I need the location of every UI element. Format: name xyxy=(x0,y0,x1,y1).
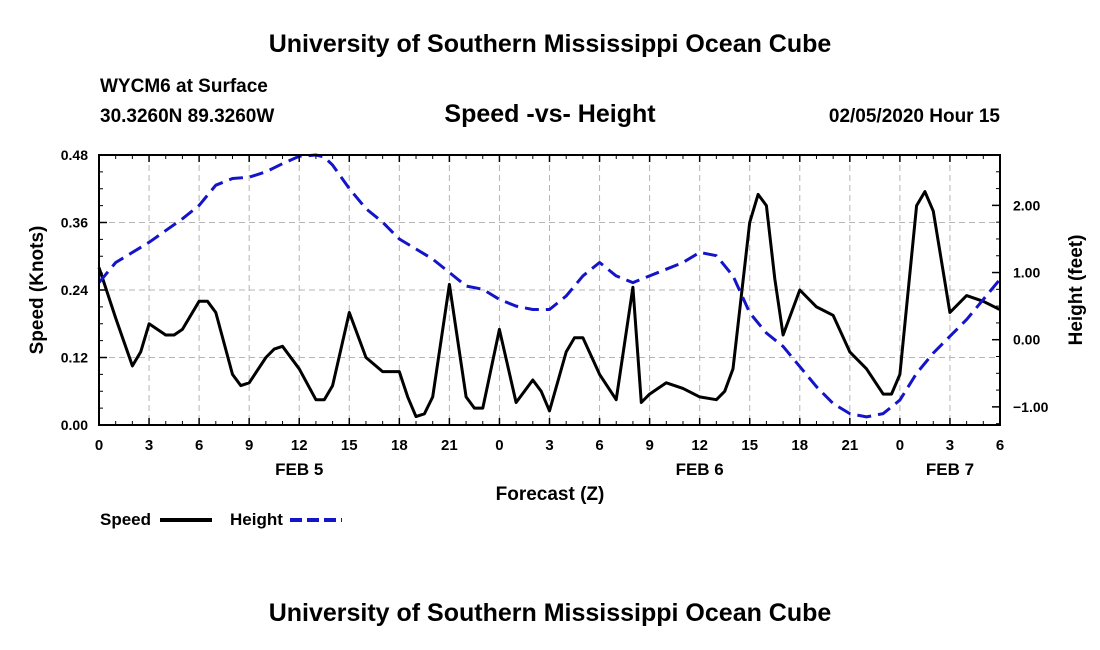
y2-tick-label: −1.00 xyxy=(1013,399,1049,415)
day-label: FEB 7 xyxy=(926,460,974,479)
x-tick-label: 15 xyxy=(341,437,358,454)
y-tick-label: 0.36 xyxy=(61,215,88,231)
y2-tick-label: 2.00 xyxy=(1013,197,1040,213)
speed-series-line xyxy=(97,190,1001,419)
y-axis-label: Speed (Knots) xyxy=(27,226,48,355)
x-tick-label: 6 xyxy=(595,437,603,454)
x-tick-label: 3 xyxy=(946,437,954,454)
x-tick-label: 6 xyxy=(195,437,203,454)
axes: 0 3 6 9 12 15 18 21 0 3 6 9 12 15 18 21 0 3 6 FEB 5 FEB 6 FEB… xyxy=(61,147,1049,479)
y2-tick-label: 0.00 xyxy=(1013,332,1040,348)
y-tick-label: 0.00 xyxy=(61,417,88,433)
page-title: University of Southern Mississippi Ocean… xyxy=(268,30,832,58)
x-axis-label: Forecast (Z) xyxy=(496,484,605,505)
x-tick-label: 6 xyxy=(996,437,1004,454)
x-tick-label: 3 xyxy=(545,437,553,454)
x-tick-label: 18 xyxy=(391,437,408,454)
x-tick-label: 12 xyxy=(291,437,308,454)
x-tick-label: 15 xyxy=(741,437,758,454)
legend: Speed Height xyxy=(100,510,342,529)
x-tick-label: 9 xyxy=(245,437,253,454)
x-tick-label: 0 xyxy=(95,437,103,454)
x-tick-label: 21 xyxy=(841,437,858,454)
x-tick-label: 3 xyxy=(145,437,153,454)
grid xyxy=(99,154,1000,425)
station-name: WYCM6 at Surface xyxy=(100,76,268,97)
y-tick-label: 0.24 xyxy=(61,282,88,298)
y2-tick-label: 1.00 xyxy=(1013,265,1040,281)
legend-speed-label: Speed xyxy=(100,510,151,529)
day-label: FEB 5 xyxy=(275,460,323,479)
y2-axis-label: Height (feet) xyxy=(1066,235,1087,346)
footer-title: University of Southern Mississippi Ocean… xyxy=(268,599,832,627)
station-coordinates: 30.3260N 89.3260W xyxy=(100,106,275,127)
chart-title: Speed -vs- Height xyxy=(444,100,656,128)
legend-height-label: Height xyxy=(230,510,283,529)
forecast-datetime: 02/05/2020 Hour 15 xyxy=(828,106,1000,127)
day-label: FEB 6 xyxy=(676,460,724,479)
series-layer xyxy=(97,153,1002,419)
x-tick-label: 21 xyxy=(441,437,458,454)
x-tick-label: 18 xyxy=(791,437,808,454)
y-tick-label: 0.12 xyxy=(61,350,88,366)
height-series-line xyxy=(97,153,1002,419)
x-tick-label: 9 xyxy=(645,437,653,454)
x-tick-label: 0 xyxy=(896,437,904,454)
x-tick-label: 0 xyxy=(495,437,503,454)
y-tick-label: 0.48 xyxy=(61,147,88,163)
x-tick-label: 12 xyxy=(691,437,708,454)
